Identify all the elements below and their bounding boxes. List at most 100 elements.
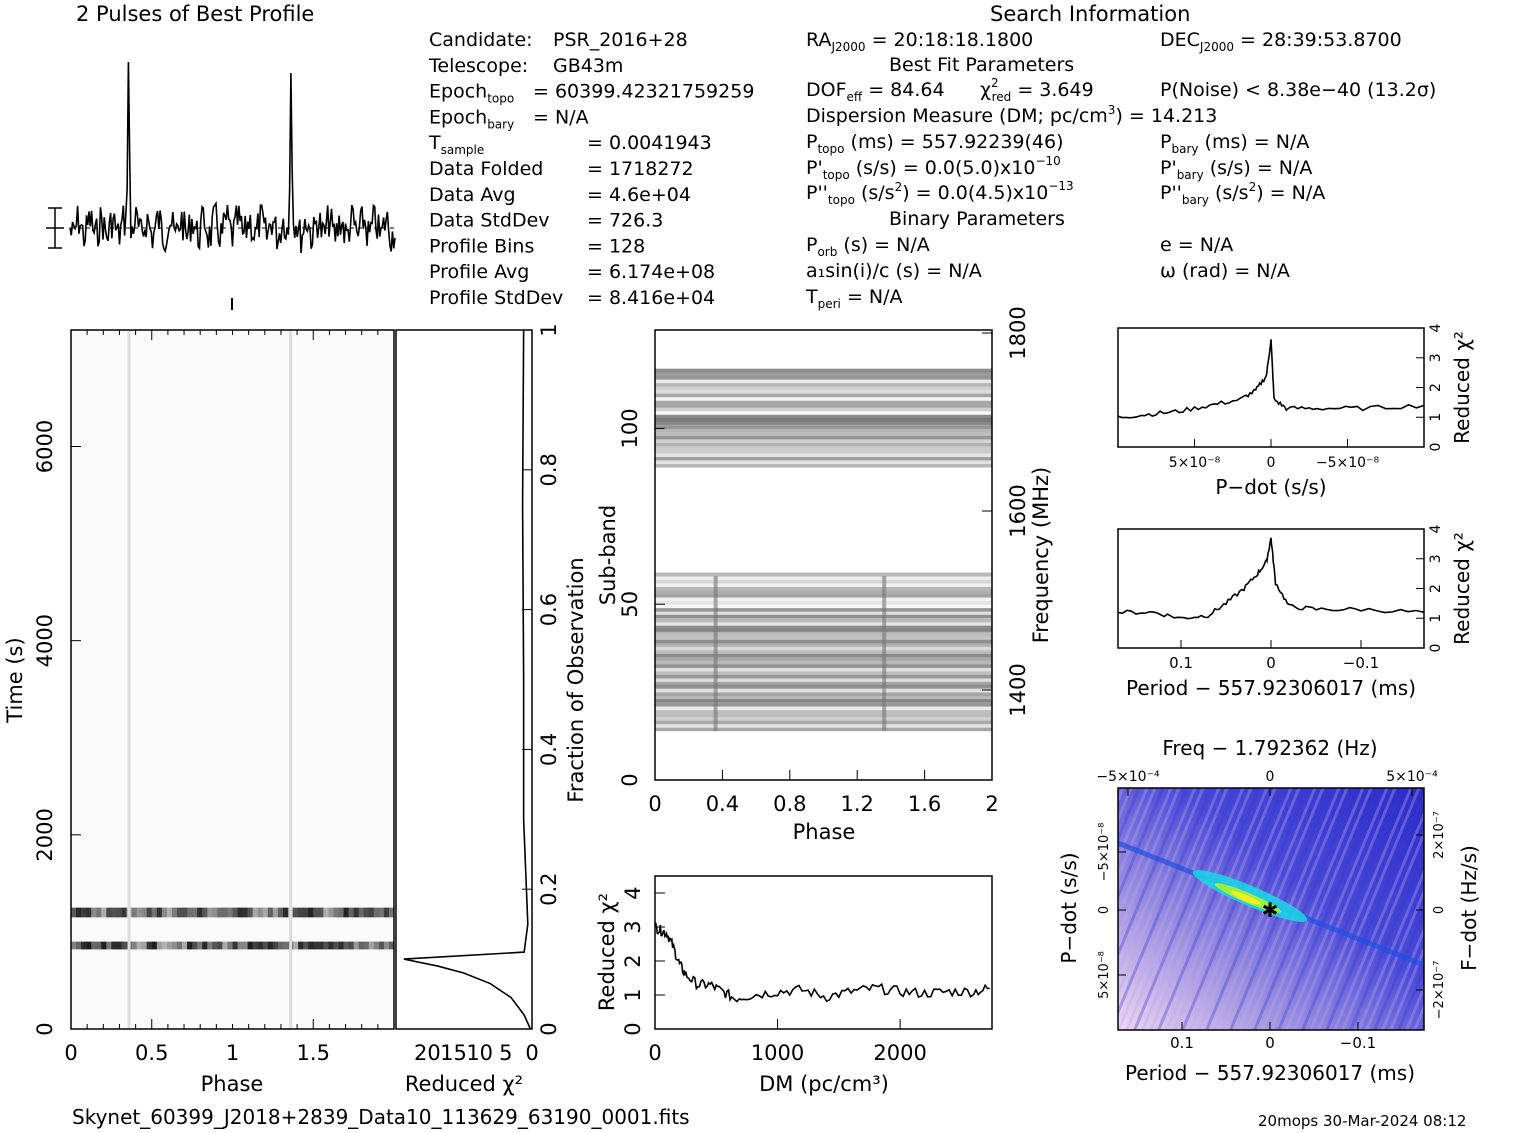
subband-row (655, 579, 992, 584)
pp-stripe (1124, 788, 1229, 1030)
x-tick-label: 1 (226, 1041, 239, 1065)
dm-label: Dispersion Measure (DM; pc/cm3) = 14.213 (806, 103, 1217, 127)
subband-row (655, 379, 992, 384)
search-info-title: Search Information (990, 2, 1190, 26)
band-cell (151, 941, 158, 950)
y-axis-label: Reduced χ² (595, 893, 619, 1011)
pp-stripe (1316, 788, 1421, 1030)
subband-row (655, 635, 992, 640)
y-tick-label: 50 (618, 591, 642, 618)
pp-stripe (1196, 788, 1301, 1030)
x-tick-label: 0.5 (135, 1041, 168, 1065)
pp-stripe (1188, 788, 1293, 1030)
subband-row (655, 674, 992, 679)
subband-row (655, 424, 992, 429)
band-cell (237, 907, 244, 918)
y-axis-label: Sub-band (596, 505, 620, 605)
band-cell (388, 907, 395, 918)
x-axis-label: Reduced χ² (405, 1072, 523, 1096)
pp-stripe (1324, 791, 1424, 1030)
info-row: Telescope: (428, 55, 528, 77)
subband-row (655, 667, 992, 672)
pp-stripes (1118, 588, 1517, 1070)
y-tick-label: 5×10⁻⁸ (1097, 951, 1112, 999)
band-cell (368, 941, 375, 950)
pp-stripe (1276, 788, 1381, 1030)
subband-row (655, 632, 992, 637)
pdbary-label: P'bary (s/s) = N/A (1160, 157, 1312, 182)
info-value: = 8.416e+04 (587, 287, 715, 309)
time-phase-background (71, 330, 394, 1029)
x-tick-label: 0 (1265, 1034, 1275, 1052)
subband-row (655, 692, 992, 697)
info-value: PSR_2016+28 (553, 29, 688, 51)
subband-row (655, 372, 992, 377)
x-tick-label: 0 (1267, 455, 1276, 471)
band-cell (86, 907, 92, 918)
band-cell (171, 941, 178, 950)
pp-stripe (1118, 788, 1189, 959)
band-cell (81, 907, 87, 918)
profile-series (69, 61, 396, 254)
pp-stripe (1118, 788, 1149, 862)
subband-row (655, 403, 992, 408)
band-cell (232, 907, 239, 918)
subband-row (655, 639, 992, 644)
pp-stripe (1118, 788, 1141, 843)
band-cell (217, 941, 223, 950)
y-axis-label: P−dot (s/s) (1057, 852, 1081, 963)
band-cell (318, 907, 324, 918)
chi2red-label: χ2 red = 3.649 (980, 76, 1094, 104)
pp-stripe (1502, 588, 1517, 1070)
subband-row (655, 720, 992, 725)
band-cell (252, 941, 259, 950)
subband-row (655, 407, 992, 412)
band-cell (176, 941, 183, 950)
band-cell (207, 941, 213, 950)
band-cell (318, 941, 324, 950)
band-cell (121, 941, 128, 950)
band-cell (298, 941, 304, 950)
band-cell (383, 941, 390, 950)
x2-tick-label: 5×10⁻⁴ (1386, 769, 1438, 785)
x-axis-label: Period − 557.92306017 (ms) (1125, 1061, 1415, 1085)
band-cell (156, 907, 163, 918)
pddtopo-label: P''topo (s/s2) = 0.0(4.5)x10−13 (806, 179, 1074, 207)
y2-axis-label: F−dot (Hz/s) (1457, 845, 1481, 971)
omega-label: ω (rad) = N/A (1160, 260, 1290, 282)
subband-row (655, 368, 992, 373)
subband-row (655, 614, 992, 619)
pp-stripe (1292, 788, 1397, 1030)
subband-row (655, 393, 992, 398)
band-cell (323, 941, 329, 950)
band-cell (308, 941, 314, 950)
x-tick-label: −5×10⁻⁸ (1316, 455, 1380, 471)
asini-label: a₁sin(i)/c (s) = N/A (806, 260, 982, 282)
band-cell (161, 941, 168, 950)
band-cell (202, 907, 208, 918)
band-cell (101, 941, 107, 950)
band-cell (121, 907, 128, 918)
band-cell (358, 907, 365, 918)
pp-stripe (1348, 849, 1424, 1030)
band-cell (333, 907, 339, 918)
y-tick-label: 1 (621, 988, 645, 1001)
pp-stripe (1300, 788, 1405, 1030)
y-axis-label: Time (s) (3, 637, 27, 723)
x-axis-label: DM (pc/cm³) (759, 1072, 889, 1096)
band-cell (338, 941, 345, 950)
x-tick-label: 0.1 (1169, 654, 1193, 672)
footer-timestamp: 20mops 30-Mar-2024 08:12 (1258, 1112, 1466, 1130)
band-cell (262, 907, 269, 918)
subband-row (655, 572, 992, 577)
x-tick-label: −0.1 (1343, 654, 1379, 672)
errorbar-icon (46, 207, 64, 249)
band-cell (358, 941, 365, 950)
pp-stripe (1236, 788, 1341, 1030)
subband-row (655, 713, 992, 718)
info-value: = 6.174e+08 (587, 261, 715, 283)
band-cell (353, 907, 360, 918)
pp-stripe (1268, 788, 1373, 1030)
band-cell (303, 907, 309, 918)
